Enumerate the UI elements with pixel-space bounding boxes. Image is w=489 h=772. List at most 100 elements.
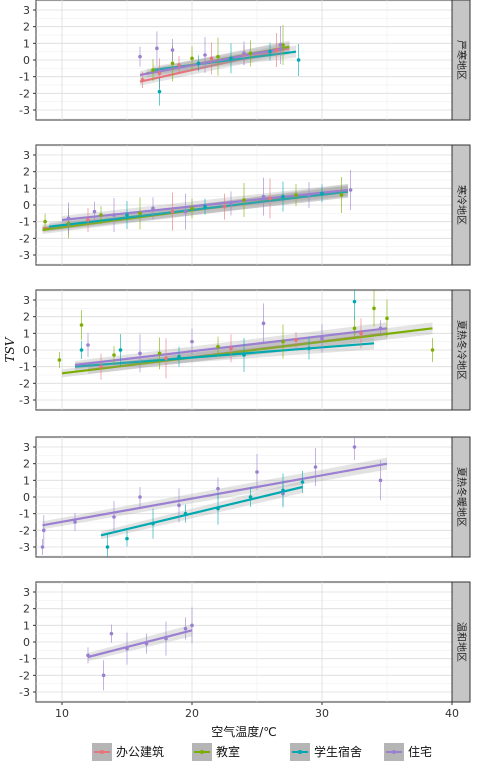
- y-tick-label: 0: [23, 636, 30, 649]
- y-tick-label: 1: [23, 37, 30, 50]
- data-point: [155, 46, 159, 51]
- data-point: [92, 209, 97, 214]
- legend-dot: [100, 750, 104, 754]
- data-point: [151, 521, 155, 526]
- data-point: [229, 201, 233, 206]
- data-point: [378, 478, 383, 483]
- legend-dot: [298, 750, 302, 754]
- y-tick-label: 3: [23, 441, 30, 454]
- data-point: [86, 653, 90, 658]
- legend-dot: [392, 750, 396, 754]
- data-point: [203, 53, 207, 57]
- data-point: [222, 204, 227, 209]
- facet-panel: -3 -2 -1 0 1 2 3 寒冷地区: [19, 144, 471, 266]
- data-point: [190, 339, 194, 344]
- data-point: [320, 336, 324, 341]
- facet-panel: -3 -2 -1 0 1 2 3 夏热冬冷地区: [19, 289, 471, 411]
- data-point: [151, 68, 155, 72]
- data-point: [216, 54, 220, 59]
- data-point: [138, 211, 142, 216]
- y-tick-label: -3: [19, 249, 30, 262]
- facet-strip: [451, 144, 471, 266]
- data-point: [229, 346, 233, 351]
- data-point: [281, 43, 285, 47]
- y-tick-label: -2: [19, 377, 30, 390]
- data-point: [151, 206, 155, 211]
- data-point: [278, 43, 283, 47]
- y-tick-label: 1: [23, 182, 30, 195]
- data-point: [385, 316, 389, 321]
- legend-label: 住宅: [408, 744, 432, 759]
- legend-item: 教室: [192, 743, 240, 761]
- fit-line: [87, 629, 193, 659]
- data-point: [118, 348, 123, 352]
- data-point: [42, 528, 46, 533]
- data-point: [248, 495, 253, 499]
- data-point: [216, 486, 220, 491]
- data-point: [339, 193, 344, 197]
- facet-strip-label: 夏热冬暖地区: [455, 467, 468, 527]
- data-point: [157, 351, 162, 356]
- data-point: [248, 51, 253, 56]
- legend-item: 住宅: [384, 743, 432, 761]
- data-point: [99, 213, 103, 217]
- data-point: [73, 520, 77, 524]
- data-point: [170, 61, 175, 66]
- data-point: [203, 204, 207, 209]
- fit-line: [74, 342, 375, 368]
- y-tick-label: -3: [19, 394, 30, 407]
- fit-line: [152, 50, 297, 72]
- data-point: [144, 641, 149, 646]
- x-tick-label: 30: [315, 707, 329, 720]
- y-tick-label: 0: [23, 199, 30, 212]
- data-point: [281, 339, 285, 344]
- x-tick-label: 10: [55, 707, 69, 720]
- data-point: [177, 354, 181, 359]
- y-tick-label: -2: [19, 524, 30, 537]
- data-point: [320, 191, 324, 196]
- data-point: [125, 213, 129, 217]
- y-tick-label: 0: [23, 344, 30, 357]
- data-point: [209, 56, 214, 61]
- facet-strip-label: 寒冷地区: [455, 185, 468, 225]
- data-point: [281, 488, 285, 493]
- data-point: [313, 465, 318, 469]
- data-point: [79, 348, 84, 352]
- facet-panel: -3 -2 -1 0 1 2 3 夏热冬暖地区: [19, 436, 471, 558]
- y-tick-label: 3: [23, 294, 30, 307]
- y-tick-label: 1: [23, 327, 30, 340]
- x-tick-label: 20: [185, 707, 199, 720]
- data-point: [79, 323, 84, 327]
- facet-strip-label: 温和地区: [455, 622, 468, 662]
- data-point: [242, 353, 246, 357]
- data-point: [216, 506, 220, 511]
- data-point: [307, 193, 311, 197]
- y-tick-label: -3: [19, 686, 30, 699]
- y-tick-label: 1: [23, 474, 30, 487]
- facet-strip: [451, 436, 471, 558]
- data-point: [66, 216, 71, 221]
- y-tick-label: 0: [23, 491, 30, 504]
- facet-strip: [451, 581, 471, 703]
- y-tick-label: 2: [23, 603, 30, 616]
- data-point: [296, 58, 301, 62]
- data-point: [125, 646, 129, 651]
- fit-line: [61, 327, 433, 375]
- y-tick-label: -2: [19, 87, 30, 100]
- data-point: [348, 188, 353, 192]
- y-tick-label: -1: [19, 361, 30, 374]
- y-tick-label: 2: [23, 458, 30, 471]
- fit-line: [139, 47, 290, 83]
- fit-line: [48, 190, 349, 228]
- legend-label: 教室: [216, 744, 240, 759]
- legend-item: 办公建筑: [92, 743, 164, 761]
- legend-dot: [200, 750, 204, 754]
- x-tick-label: 40: [445, 707, 459, 720]
- facet-strip: [451, 0, 471, 121]
- data-point: [307, 346, 311, 351]
- data-point: [157, 71, 162, 76]
- y-tick-label: -3: [19, 541, 30, 554]
- data-point: [261, 194, 266, 199]
- data-point: [170, 48, 175, 52]
- data-point: [300, 480, 305, 484]
